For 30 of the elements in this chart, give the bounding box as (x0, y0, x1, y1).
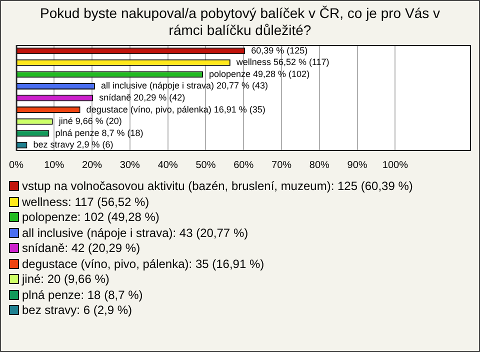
legend-label: bez stravy: 6 (2,9 %) (22, 303, 132, 317)
legend-label: plná penze: 18 (8,7 %) (22, 288, 143, 302)
legend-label: all inclusive (nápoje i strava): 43 (20,77 %) (22, 226, 248, 240)
data-label: polopenze 49,28 % (102) (208, 68, 310, 79)
data-label: degustace (víno, pivo, pálenka) 16,91 % (35) (86, 104, 266, 114)
legend-label: polopenze: 102 (49,28 %) (22, 210, 160, 224)
x-tick-label: 90% (347, 160, 368, 171)
data-label: wellness 56,52 % (117) (235, 57, 330, 68)
x-tick-label: 60% (234, 160, 254, 171)
legend-label: jiné: 20 (9,66 %) (22, 272, 110, 286)
data-label: 60,39 % (125) (251, 45, 308, 56)
x-tick-label: 10% (44, 160, 64, 171)
legend-label: degustace (víno, pivo, pálenka): 35 (16,91 %) (22, 256, 264, 270)
x-tick-label: 70% (272, 160, 292, 171)
x-tick-label: 100% (382, 160, 408, 171)
x-tick-label: 40% (158, 160, 178, 171)
legend-label: wellness: 117 (56,52 %) (22, 194, 150, 208)
legend-label: snídaně: 42 (20,29 %) (22, 241, 140, 255)
legend-label: vstup na volnočasovou aktivitu (bazén, bruslení, muzeum): 125 (60,39 %) (22, 179, 413, 193)
chart-title: Pokud byste nakupoval/a pobytový balíček v ČR, co je pro Vás v rámci balíčku důležité? (39, 4, 441, 39)
x-tick-label: 20% (82, 160, 102, 171)
x-tick-label: 80% (309, 160, 330, 171)
data-label: jiné 9,66 % (20) (58, 116, 122, 126)
data-label: snídaně 20,29 % (42) (99, 92, 186, 102)
data-label: bez stravy 2,9 % (6) (33, 140, 114, 150)
x-tick-label: 50% (196, 160, 216, 171)
x-tick-label: 30% (120, 160, 140, 171)
data-label: plná penze 8,7 % (18) (55, 128, 144, 138)
x-tick-label: 0% (9, 160, 24, 171)
data-label: all inclusive (nápoje i strava) 20,77 % (43) (100, 80, 268, 91)
